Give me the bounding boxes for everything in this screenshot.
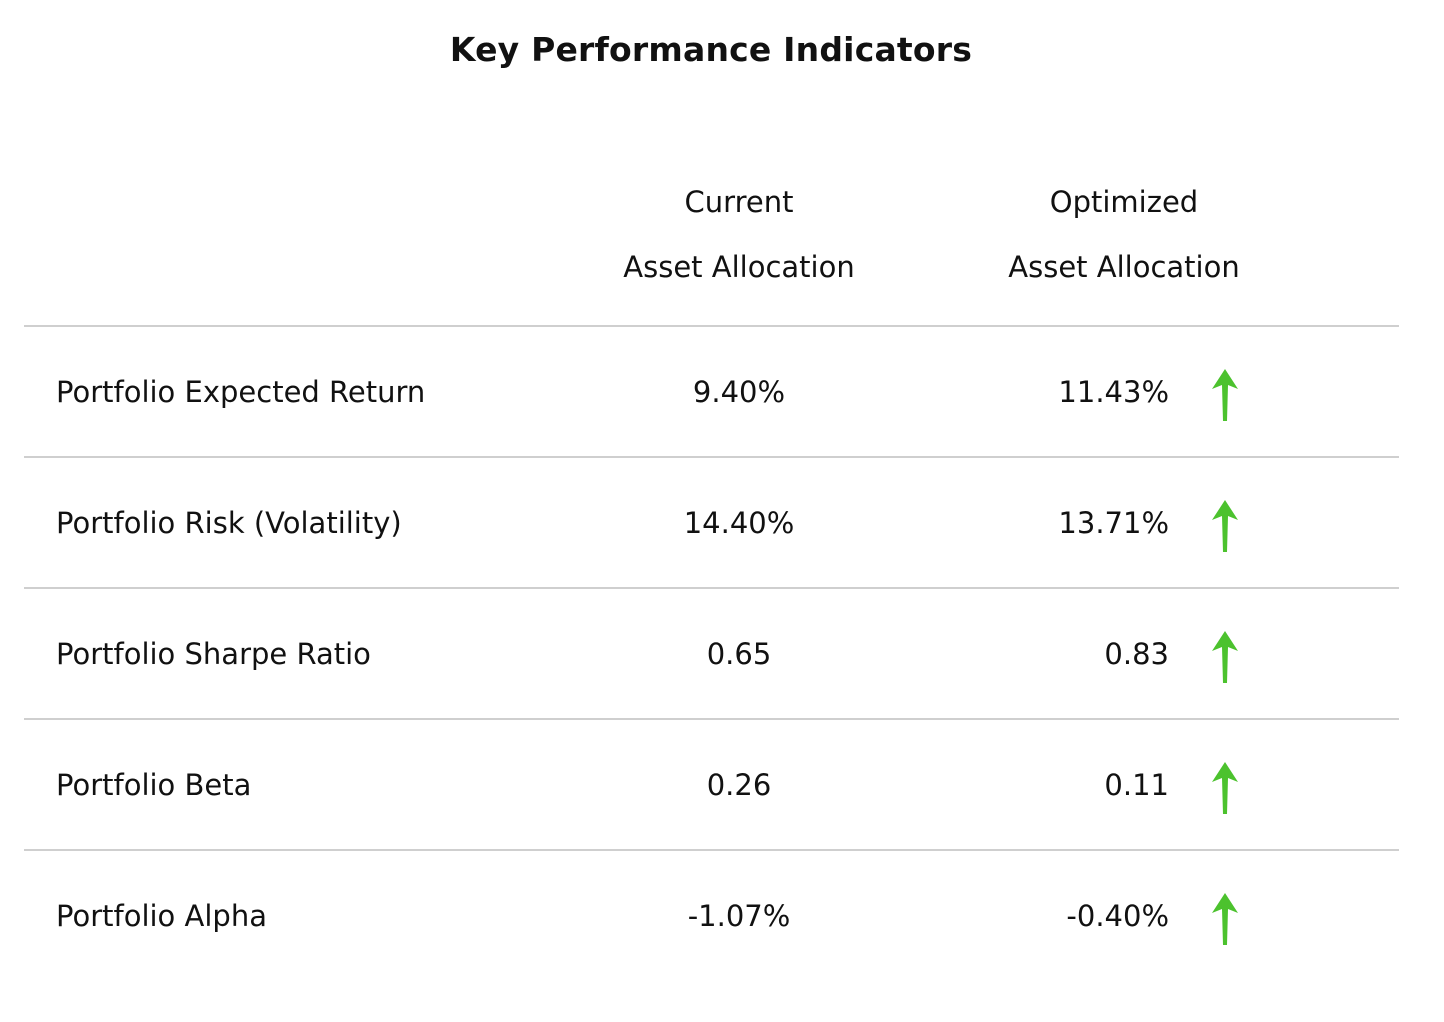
- optimized-value: -0.40%: [1066, 899, 1169, 933]
- up-arrow-icon: [1212, 500, 1238, 552]
- table-row: Portfolio Beta 0.26 0.11: [24, 718, 1399, 849]
- optimized-value: 0.11: [1104, 768, 1169, 802]
- column-header-optimized-line1: Optimized: [1049, 185, 1199, 219]
- metric-label: Portfolio Expected Return: [56, 375, 426, 409]
- current-value: 0.65: [706, 637, 772, 671]
- column-header-optimized: Optimized Asset Allocation: [984, 170, 1264, 300]
- column-header-current: Current Asset Allocation: [599, 170, 879, 300]
- metric-label: Portfolio Sharpe Ratio: [56, 637, 371, 671]
- page-title: Key Performance Indicators: [449, 30, 973, 69]
- current-value: 0.26: [706, 768, 772, 802]
- metric-label: Portfolio Beta: [56, 768, 252, 802]
- table-row: Portfolio Sharpe Ratio 0.65 0.83: [24, 587, 1399, 718]
- optimized-value: 0.83: [1104, 637, 1169, 671]
- column-header-current-line2: Asset Allocation: [623, 250, 855, 284]
- column-header-current-line1: Current: [684, 185, 794, 219]
- kpi-table: Portfolio Expected Return 9.40% 11.43% P…: [24, 325, 1399, 980]
- up-arrow-icon: [1212, 369, 1238, 421]
- up-arrow-icon: [1212, 893, 1238, 945]
- optimized-value: 13.71%: [1058, 506, 1169, 540]
- optimized-value: 11.43%: [1058, 375, 1169, 409]
- up-arrow-icon: [1212, 762, 1238, 814]
- table-row: Portfolio Alpha -1.07% -0.40%: [24, 849, 1399, 980]
- current-value: 9.40%: [692, 375, 786, 409]
- table-header: Current Asset Allocation Optimized Asset…: [24, 160, 1399, 326]
- table-row: Portfolio Expected Return 9.40% 11.43%: [24, 325, 1399, 456]
- up-arrow-icon: [1212, 631, 1238, 683]
- metric-label: Portfolio Alpha: [56, 899, 267, 933]
- current-value: 14.40%: [683, 506, 795, 540]
- column-header-optimized-line2: Asset Allocation: [1008, 250, 1240, 284]
- table-row: Portfolio Risk (Volatility) 14.40% 13.71…: [24, 456, 1399, 587]
- metric-label: Portfolio Risk (Volatility): [56, 506, 402, 540]
- current-value: -1.07%: [687, 899, 791, 933]
